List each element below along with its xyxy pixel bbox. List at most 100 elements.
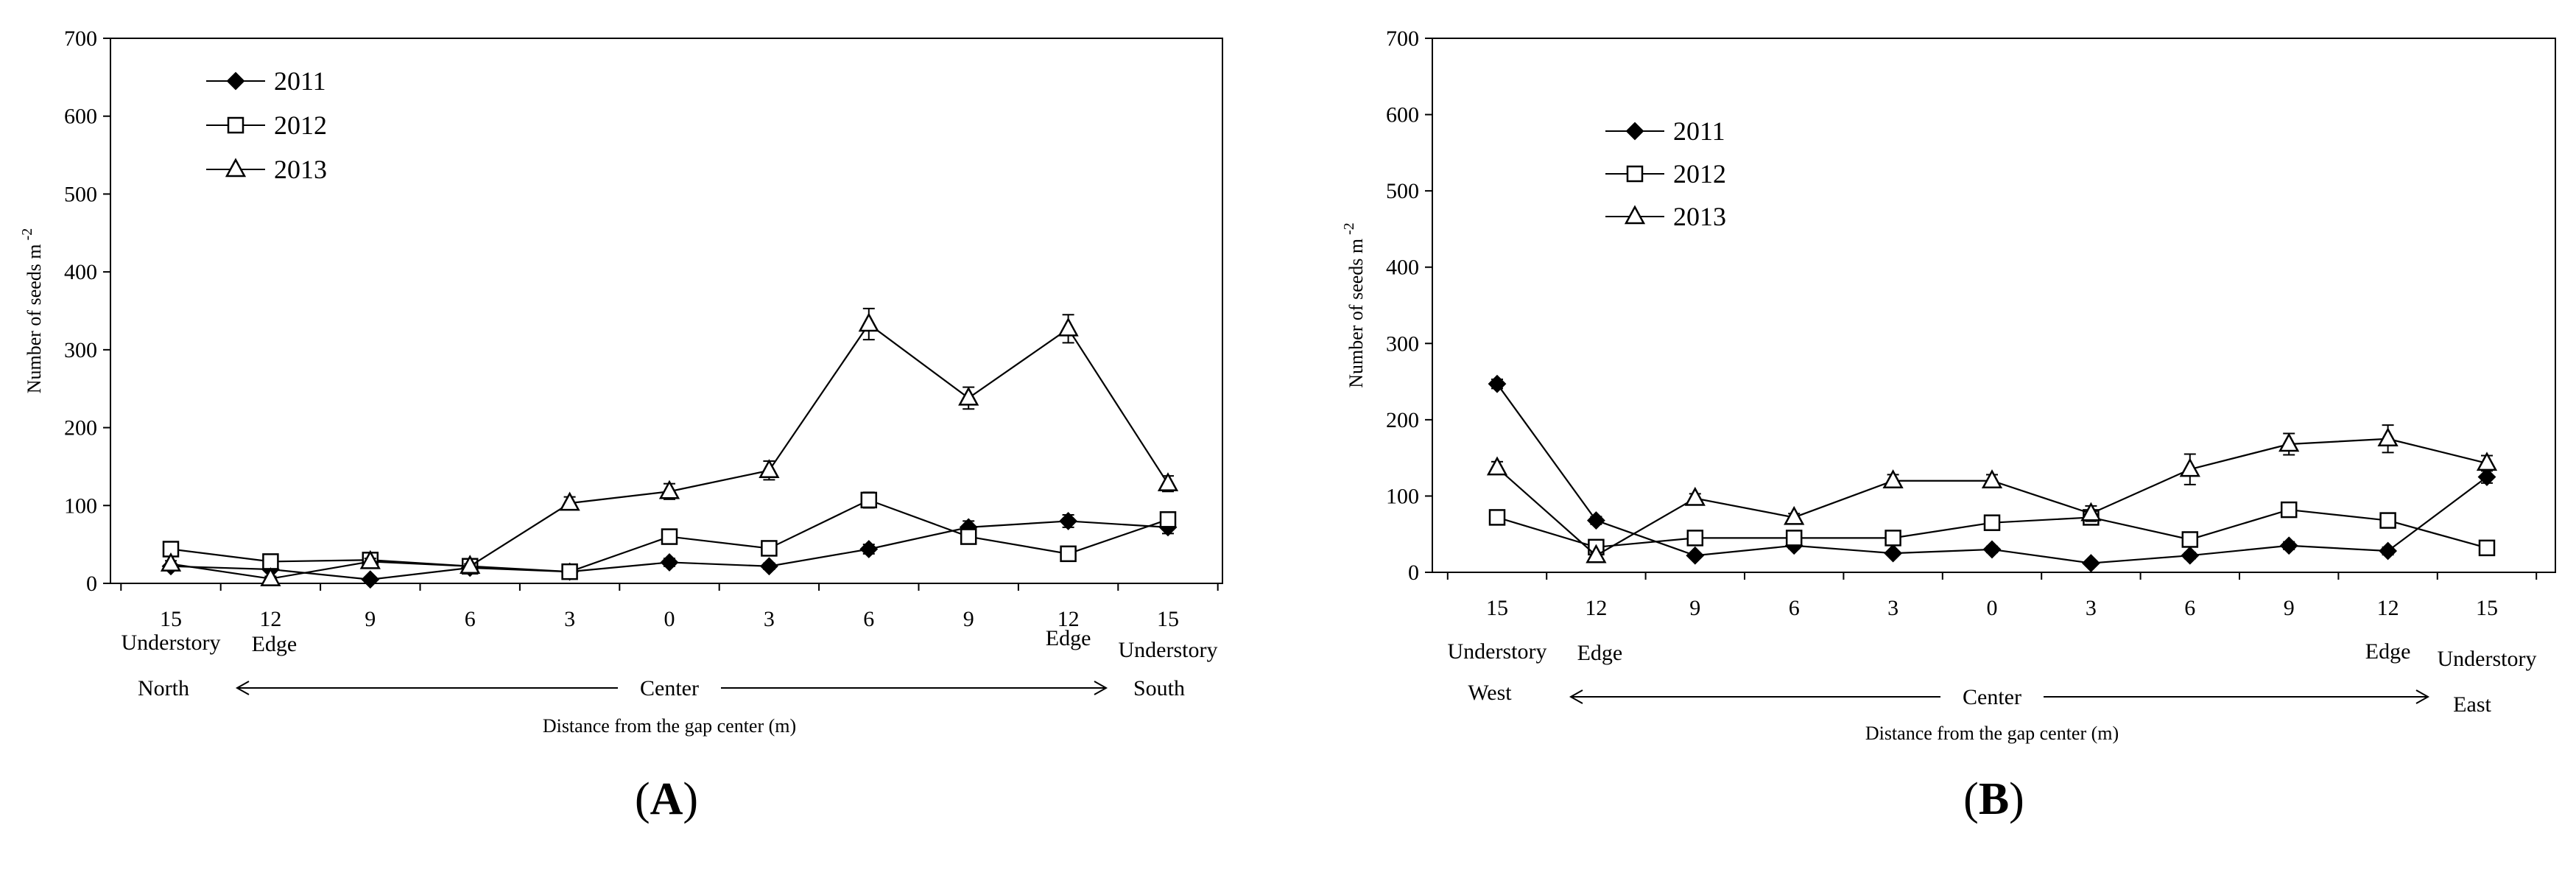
data-point-2011 xyxy=(1982,540,2002,559)
data-point-2011 xyxy=(1686,546,1705,565)
arrowhead-right xyxy=(1094,681,1108,695)
arrowhead-left xyxy=(1569,689,1583,704)
x-tick-label: 15 xyxy=(160,607,182,631)
data-point-2011 xyxy=(2081,554,2100,572)
data-point-2011 xyxy=(2181,546,2200,565)
legend-label: 2011 xyxy=(1673,116,1725,146)
legend-label: 2011 xyxy=(274,66,326,96)
position-label: Understory xyxy=(122,631,221,655)
y-axis-title-sup: -2 xyxy=(19,228,35,245)
data-point-2013 xyxy=(658,480,680,499)
plot-area xyxy=(1432,38,2556,573)
arrowhead-right xyxy=(2415,689,2430,704)
data-point-2013 xyxy=(160,552,182,572)
y-tick-label: 700 xyxy=(64,27,97,51)
x-tick-label: 6 xyxy=(1789,596,1800,620)
data-point-2012 xyxy=(1159,511,1177,528)
x-tick-label: 15 xyxy=(1486,596,1508,620)
y-tick-label: 100 xyxy=(64,494,97,518)
x-tick-label: 6 xyxy=(465,607,476,631)
data-point-2011 xyxy=(660,553,679,572)
series-2013 xyxy=(160,307,1179,586)
y-tick-label: 300 xyxy=(64,338,97,362)
legend: 2011 2012 2013 xyxy=(206,66,327,184)
data-point-2011 xyxy=(1884,544,1903,563)
plot-area xyxy=(110,38,1223,584)
data-point-2013 xyxy=(2179,457,2200,477)
data-point-2011 xyxy=(2379,541,2398,561)
data-point-2013 xyxy=(1784,505,1805,525)
data-point-2011 xyxy=(1059,512,1078,530)
data-point-2013 xyxy=(2278,432,2300,452)
data-point-2012 xyxy=(561,563,578,580)
x-tick-label: 12 xyxy=(259,607,281,631)
y-tick-label: 200 xyxy=(1386,408,1419,432)
data-point-2012 xyxy=(2478,539,2496,557)
center-label: Center xyxy=(640,676,699,700)
x-tick-label: 0 xyxy=(664,607,675,631)
y-tick-label: 100 xyxy=(1386,484,1419,508)
data-point-2012 xyxy=(2181,531,2199,548)
y-tick-label: 600 xyxy=(64,105,97,129)
x-tick-label: 15 xyxy=(2476,596,2498,620)
data-point-2012 xyxy=(661,528,678,545)
data-point-2012 xyxy=(2379,512,2396,529)
x-tick-label: 12 xyxy=(1585,596,1607,620)
data-point-2012 xyxy=(1488,509,1506,526)
y-axis-title: Number of seeds m -2 xyxy=(1341,222,1367,388)
panel-label-letter: B xyxy=(1979,774,2009,824)
data-point-2013 xyxy=(1058,317,1079,337)
legend-marker-2011 xyxy=(226,71,245,91)
y-tick-label: 400 xyxy=(64,260,97,284)
data-point-2012 xyxy=(1686,530,1704,547)
data-point-2013 xyxy=(858,312,879,332)
direction-label-right: South xyxy=(1133,676,1185,700)
data-point-2013 xyxy=(2377,427,2399,446)
legend-marker-2011 xyxy=(1625,122,1644,141)
data-point-2012 xyxy=(860,491,878,509)
data-point-2012 xyxy=(761,540,778,557)
data-point-2012 xyxy=(262,553,279,570)
x-tick-label: 12 xyxy=(2377,596,2399,620)
data-point-2011 xyxy=(859,540,879,558)
position-label: Understory xyxy=(1119,638,1218,662)
x-axis-title: Distance from the gap center (m) xyxy=(543,715,796,737)
data-point-2013 xyxy=(759,459,780,478)
data-point-2012 xyxy=(2280,501,2298,519)
x-tick-label: 6 xyxy=(863,607,874,631)
y-tick-label: 0 xyxy=(1408,561,1419,585)
arrowhead-left xyxy=(235,681,250,695)
series-2013 xyxy=(1486,424,2498,563)
series-2011 xyxy=(161,512,1178,589)
legend-marker-2013 xyxy=(1624,205,1646,225)
data-point-2011 xyxy=(2279,536,2298,555)
data-point-2013 xyxy=(1882,469,1904,488)
y-axis-title-main: Number of seeds m xyxy=(24,244,45,393)
legend-label: 2013 xyxy=(274,155,327,184)
x-tick-label: 12 xyxy=(1058,607,1080,631)
data-point-2013 xyxy=(460,555,481,574)
data-point-2013 xyxy=(1486,456,1508,476)
legend-marker-2012 xyxy=(227,116,244,134)
legend-marker-2013 xyxy=(225,158,247,178)
x-tick-label: 6 xyxy=(2184,596,2195,620)
x-tick-label: 9 xyxy=(963,607,974,631)
panel-label-close: ) xyxy=(2009,774,2024,824)
data-point-2011 xyxy=(759,557,778,576)
panel-label: (B) xyxy=(1963,774,2024,824)
position-label: Edge xyxy=(2365,639,2411,664)
x-tick-label: 9 xyxy=(2284,596,2295,620)
y-tick-label: 300 xyxy=(1386,331,1419,356)
data-point-2013 xyxy=(1157,472,1179,491)
data-point-2011 xyxy=(1586,511,1605,530)
y-tick-label: 500 xyxy=(1386,179,1419,203)
series-2011 xyxy=(1488,374,2496,572)
y-axis-title: Number of seeds m -2 xyxy=(19,228,45,394)
direction-label-right: East xyxy=(2453,692,2491,717)
x-tick-label: 9 xyxy=(1689,596,1700,620)
x-tick-label: 9 xyxy=(365,607,376,631)
x-tick-label: 0 xyxy=(1987,596,1998,620)
data-point-2012 xyxy=(1785,530,1803,547)
data-point-2013 xyxy=(260,567,281,586)
data-point-2013 xyxy=(1981,469,2003,488)
